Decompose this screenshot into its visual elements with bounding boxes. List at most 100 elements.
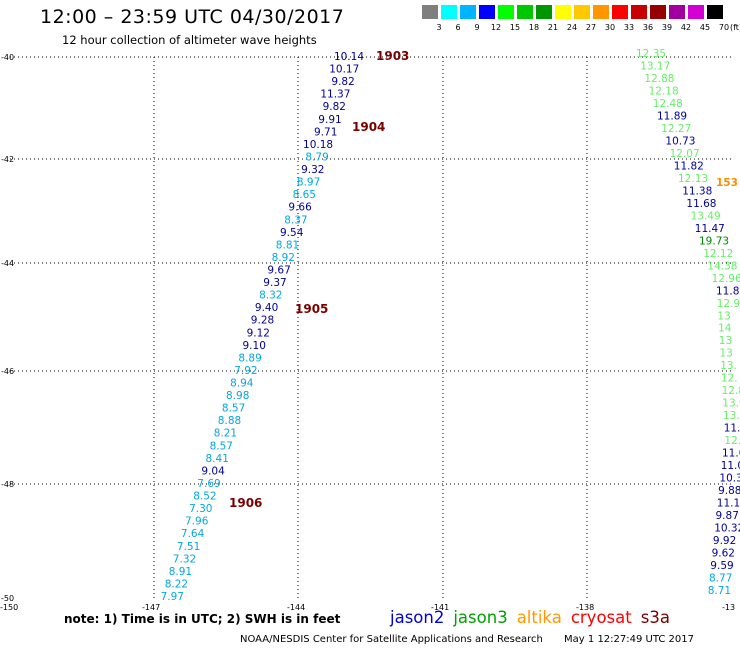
- graticule: [10, 56, 731, 598]
- swh-value: 9.82: [323, 101, 346, 113]
- swh-value: 7.69: [197, 478, 220, 490]
- legend-swatch-39: [650, 5, 666, 19]
- swh-value: 9.71: [314, 126, 337, 138]
- legend-swatch-3: [422, 5, 438, 19]
- swh-value: 12.9: [717, 298, 740, 310]
- footer-credit: NOAA/NESDIS Center for Satellite Applica…: [240, 634, 543, 645]
- swh-value: 12.88: [644, 73, 674, 85]
- swh-value: 11.12: [717, 498, 740, 510]
- swh-value: 12.18: [649, 86, 679, 98]
- swh-value: 13: [720, 348, 733, 360]
- legend-swatch-45: [688, 5, 704, 19]
- lon-label: -144: [287, 603, 305, 612]
- swh-value: 10.14: [334, 51, 364, 63]
- swh-value: 13.49: [691, 210, 721, 222]
- satellite-legend: jason2 jason3 altika cryosat s3a: [390, 608, 679, 627]
- legend-swatch-24: [555, 5, 571, 19]
- swh-value: 13.0: [722, 398, 740, 410]
- legend-swatch-9: [460, 5, 476, 19]
- swh-value: 8.77: [709, 573, 732, 585]
- swh-value: 13: [717, 310, 730, 322]
- swh-value: 9.10: [243, 340, 266, 352]
- pass-label: 1905: [295, 302, 328, 316]
- swh-value: 9.66: [288, 202, 312, 214]
- legend-swatch-27: [574, 5, 590, 19]
- legend-label-27: 27: [585, 23, 597, 32]
- legend-swatch-42: [669, 5, 685, 19]
- swh-value: 8.71: [708, 585, 731, 597]
- swh-value: 9.37: [263, 277, 286, 289]
- footer: NOAA/NESDIS Center for Satellite Applica…: [240, 634, 694, 645]
- swh-value: 8.91: [169, 566, 192, 578]
- swh-value: 7.30: [189, 503, 212, 515]
- swh-value: 12.07: [670, 148, 700, 160]
- swh-value: 8.98: [226, 390, 249, 402]
- legend-label-42: 42: [680, 23, 692, 32]
- legend-label-30: 30: [604, 23, 616, 32]
- units-note: note: 1) Time is in UTC; 2) SWH is in fe…: [64, 612, 341, 626]
- lon-label: -147: [142, 603, 160, 612]
- swh-value: 10.18: [303, 139, 333, 151]
- swh-value: 11.02: [722, 448, 740, 460]
- pass-label: 1904: [352, 120, 385, 134]
- swh-value: 8.92: [272, 252, 295, 264]
- swh-value: 12.12: [703, 248, 733, 260]
- swh-value: 12.35: [636, 48, 666, 60]
- swh-value: 9.91: [318, 114, 341, 126]
- swh-value: 7.51: [177, 541, 200, 553]
- swh-value: 13: [719, 335, 732, 347]
- swh-value: 8.79: [305, 152, 328, 164]
- left-track: 10.1410.179.8211.379.829.919.7110.188.79…: [161, 51, 365, 603]
- swh-value: 8.89: [238, 352, 261, 364]
- swh-value: 11.82: [674, 160, 704, 172]
- swh-value: 19.73: [699, 235, 729, 247]
- swh-value: 10.38: [719, 473, 740, 485]
- swh-value: 8.57: [222, 403, 245, 415]
- legend-label-39: 39: [661, 23, 673, 32]
- swh-value: 13.: [720, 360, 737, 372]
- swh-value: 7.64: [181, 528, 205, 540]
- lat-label: -50: [1, 594, 14, 603]
- legend-swatch-33: [612, 5, 628, 19]
- swh-value: 9.88: [718, 485, 740, 497]
- swh-value: 11.89: [716, 285, 740, 297]
- swh-value: 14.38: [707, 260, 737, 272]
- swh-value: 8.52: [193, 491, 216, 503]
- legend-label-45: 45: [699, 23, 711, 32]
- lon-label: -150: [0, 603, 18, 612]
- legend-swatch-21: [536, 5, 552, 19]
- swh-value: 7.96: [185, 516, 209, 528]
- legend-swatch-30: [593, 5, 609, 19]
- swh-value: 8.94: [230, 378, 254, 390]
- swh-value: 12.27: [661, 123, 691, 135]
- swh-value: 9.04: [201, 465, 225, 477]
- legend-label-70: 70: [718, 23, 730, 32]
- legend-label-33: 33: [623, 23, 635, 32]
- swh-value: 13.8: [723, 410, 740, 422]
- legend-swatch-36: [631, 5, 647, 19]
- swh-value: 12.96: [712, 273, 740, 285]
- legend-label-18: 18: [528, 23, 540, 32]
- swh-value: 11.68: [686, 198, 716, 210]
- right-track: 12.3513.1712.8812.1812.4811.8912.2710.73…: [636, 48, 740, 597]
- legend-label-12: 12: [490, 23, 502, 32]
- legend-swatch-15: [498, 5, 514, 19]
- edge-value: 153: [716, 177, 738, 189]
- legend-swatch-70: [707, 5, 723, 19]
- legend-label-9: 9: [474, 23, 480, 32]
- swh-value: 9.54: [280, 227, 304, 239]
- legend-swatch-18: [517, 5, 533, 19]
- legend-label-3: 3: [436, 23, 442, 32]
- lat-label: -48: [1, 480, 14, 489]
- swh-value: 13.17: [640, 61, 670, 73]
- swh-value: 11.37: [320, 89, 350, 101]
- legend-label-36: 36: [642, 23, 654, 32]
- lat-label: -46: [1, 367, 14, 376]
- swh-value: 8.88: [218, 415, 241, 427]
- lat-label: -42: [1, 155, 14, 164]
- swh-value: 11.47: [695, 223, 725, 235]
- swh-value: 10.17: [329, 64, 359, 76]
- legend-label-21: 21: [547, 23, 559, 32]
- legend-label-24: 24: [566, 23, 578, 32]
